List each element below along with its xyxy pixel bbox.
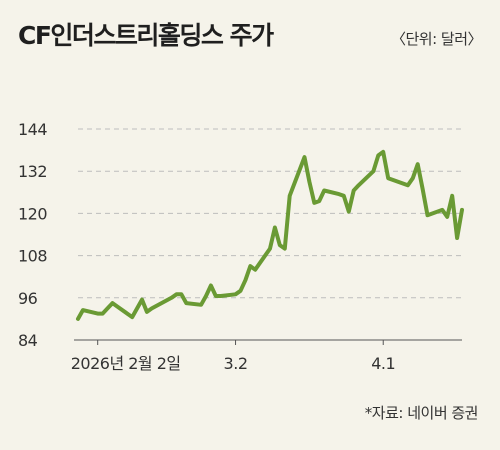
y-tick-label: 108 xyxy=(18,247,47,266)
unit-note: 〈단위: 달러〉 xyxy=(390,30,483,48)
price-series-line xyxy=(76,149,464,321)
y-tick-label: 120 xyxy=(18,204,47,223)
source-note: *자료: 네이버 증권 xyxy=(364,404,479,422)
y-tick-label: 96 xyxy=(18,289,38,308)
y-tick-label: 132 xyxy=(18,162,47,181)
x-tick-label: 3.2 xyxy=(224,354,248,373)
x-tick-label: 2026년 2월 2일 xyxy=(71,354,181,373)
grid-layer xyxy=(78,128,462,299)
series-layer xyxy=(76,149,464,321)
y-tick-labels: 84 96 108 120 132 144 xyxy=(18,120,48,350)
y-tick-label: 84 xyxy=(18,331,38,350)
y-tick-label: 144 xyxy=(18,120,47,139)
x-tick-labels: 2026년 2월 2일 3.2 4.1 xyxy=(71,340,396,373)
chart-title: CF인더스트리홀딩스 주가 xyxy=(18,21,274,50)
x-tick-label: 4.1 xyxy=(371,354,395,373)
